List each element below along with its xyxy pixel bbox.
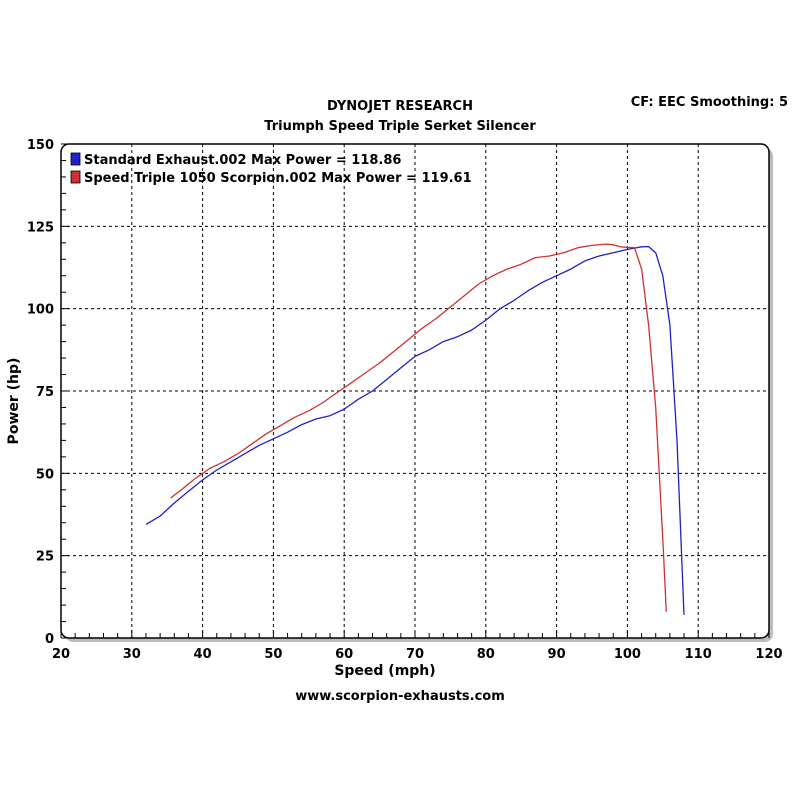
x-tick-label: 100 xyxy=(614,647,641,662)
y-tick-label: 25 xyxy=(36,550,54,565)
y-axis-label: Power (hp) xyxy=(6,358,22,445)
legend-label-1: Standard Exhaust.002 Max Power = 118.86 xyxy=(84,153,401,168)
series-line-2 xyxy=(170,243,667,612)
x-tick-label: 40 xyxy=(194,647,212,662)
y-tick-label: 150 xyxy=(27,138,54,153)
legend-swatch-2 xyxy=(70,170,81,184)
legend-swatch-1 xyxy=(70,152,81,166)
y-tick-label: 50 xyxy=(36,467,54,482)
y-tick-label: 100 xyxy=(27,303,54,318)
x-tick-label: 50 xyxy=(264,647,282,662)
y-tick-label: 125 xyxy=(27,220,54,235)
x-tick-label: 80 xyxy=(477,647,495,662)
legend-label-2: Speed Triple 1050 Scorpion.002 Max Power… xyxy=(84,171,472,186)
x-axis-label: Speed (mph) xyxy=(334,663,435,679)
x-tick-label: 90 xyxy=(548,647,566,662)
footer-url: www.scorpion-exhausts.com xyxy=(295,689,505,704)
x-tick-label: 120 xyxy=(755,647,782,662)
x-tick-label: 60 xyxy=(335,647,353,662)
chart-title: DYNOJET RESEARCH xyxy=(327,99,473,114)
x-tick-label: 20 xyxy=(52,647,70,662)
x-tick-label: 70 xyxy=(406,647,424,662)
chart-subtitle: Triumph Speed Triple Serket Silencer xyxy=(264,119,536,134)
y-tick-label: 0 xyxy=(45,632,54,647)
correction-factor-info: CF: EEC Smoothing: 5 xyxy=(630,95,788,110)
x-tick-label: 110 xyxy=(685,647,712,662)
y-tick-label: 75 xyxy=(36,385,54,400)
x-tick-label: 30 xyxy=(123,647,141,662)
